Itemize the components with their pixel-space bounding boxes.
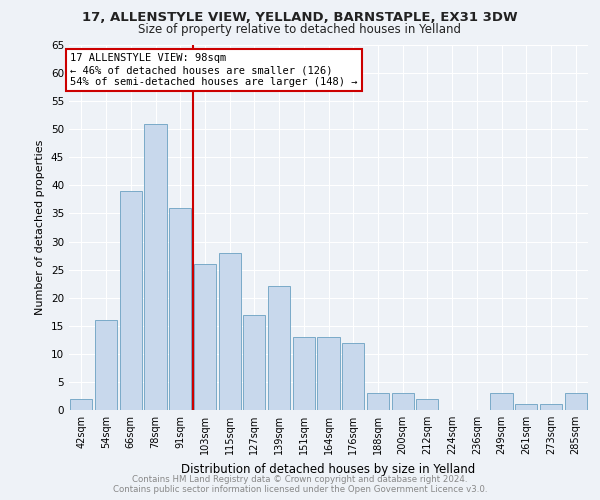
Bar <box>416 399 439 410</box>
Bar <box>218 253 241 410</box>
Bar <box>392 393 414 410</box>
Bar <box>540 404 562 410</box>
Bar <box>515 404 538 410</box>
Bar <box>70 399 92 410</box>
Bar <box>169 208 191 410</box>
Bar <box>342 342 364 410</box>
Bar <box>145 124 167 410</box>
Bar <box>293 337 315 410</box>
Y-axis label: Number of detached properties: Number of detached properties <box>35 140 46 315</box>
Text: 17 ALLENSTYLE VIEW: 98sqm
← 46% of detached houses are smaller (126)
54% of semi: 17 ALLENSTYLE VIEW: 98sqm ← 46% of detac… <box>70 54 358 86</box>
Text: Size of property relative to detached houses in Yelland: Size of property relative to detached ho… <box>139 22 461 36</box>
Bar <box>95 320 117 410</box>
Text: Contains HM Land Registry data © Crown copyright and database right 2024.
Contai: Contains HM Land Registry data © Crown c… <box>113 474 487 494</box>
Bar <box>119 191 142 410</box>
Bar <box>565 393 587 410</box>
X-axis label: Distribution of detached houses by size in Yelland: Distribution of detached houses by size … <box>181 462 476 475</box>
Bar <box>490 393 512 410</box>
Bar <box>317 337 340 410</box>
Text: 17, ALLENSTYLE VIEW, YELLAND, BARNSTAPLE, EX31 3DW: 17, ALLENSTYLE VIEW, YELLAND, BARNSTAPLE… <box>82 11 518 24</box>
Bar <box>367 393 389 410</box>
Bar <box>194 264 216 410</box>
Bar <box>268 286 290 410</box>
Bar <box>243 314 265 410</box>
